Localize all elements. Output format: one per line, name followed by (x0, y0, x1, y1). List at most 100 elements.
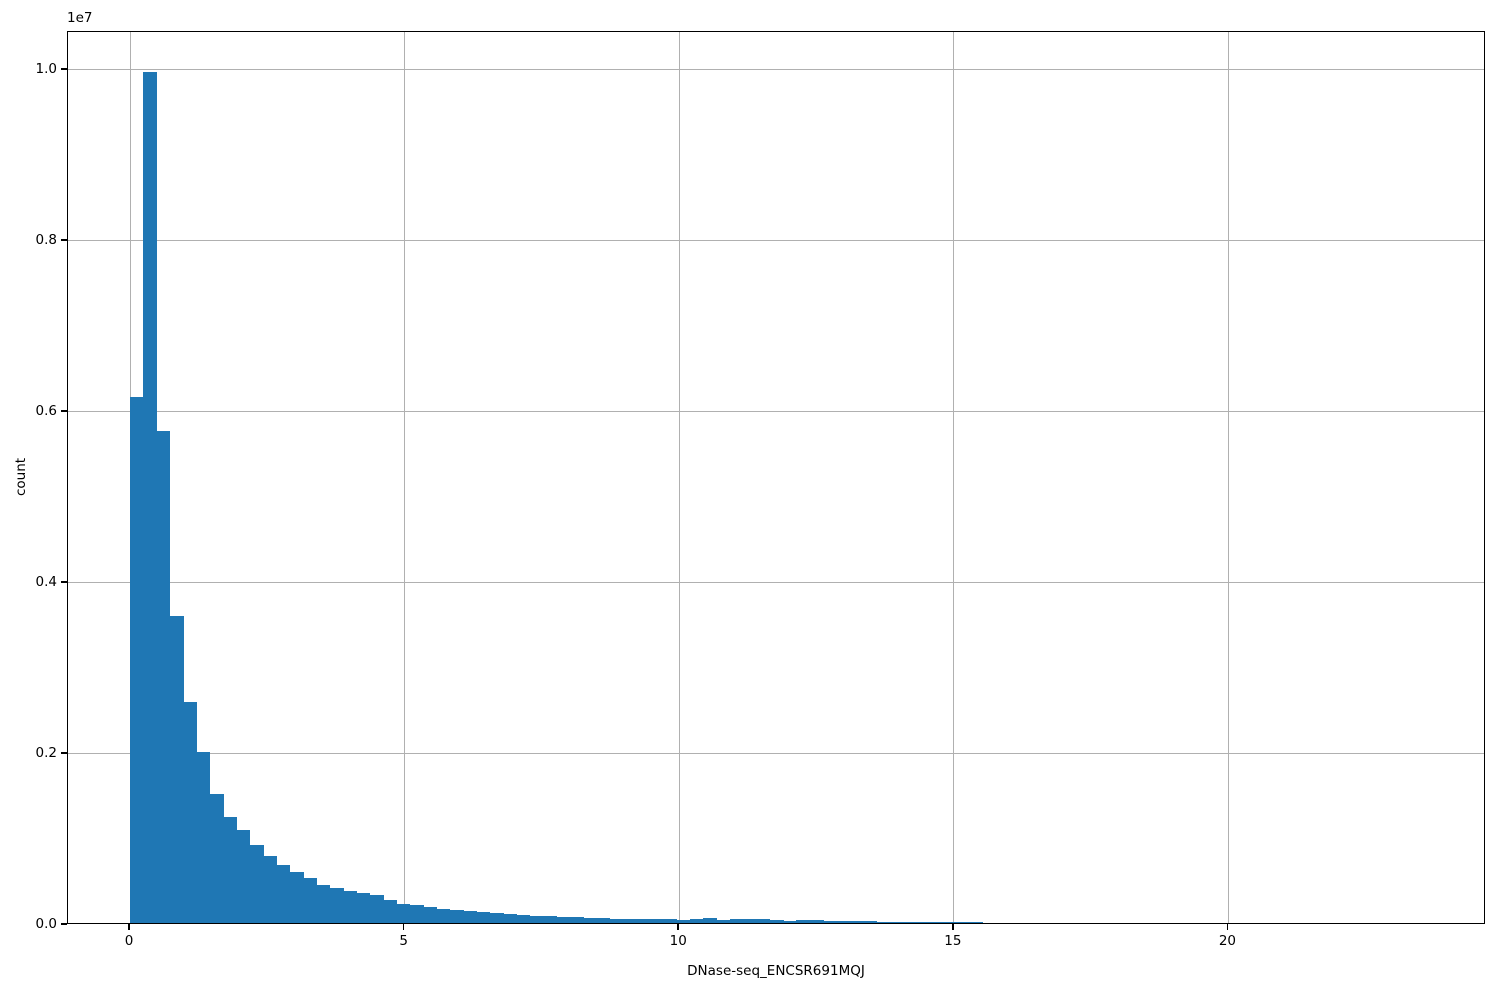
histogram-bar (276, 864, 291, 923)
histogram-bar (529, 915, 544, 923)
x-tick-label: 0 (124, 933, 134, 949)
histogram-bar (396, 903, 411, 923)
histogram-bar (596, 918, 611, 923)
histogram-bar (409, 905, 424, 923)
histogram-bar (303, 877, 318, 923)
histogram-bar (250, 845, 264, 923)
histogram-bar (889, 921, 904, 923)
x-tick-mark (952, 924, 954, 930)
x-gridline (1227, 32, 1229, 923)
histogram-bar (449, 910, 464, 923)
histogram-bar (463, 911, 477, 923)
x-tick-mark (677, 924, 679, 930)
y-gridline (68, 753, 1484, 755)
histogram-bar (356, 892, 371, 923)
histogram-bar (876, 921, 891, 923)
x-tick-mark (128, 924, 130, 930)
y-tick-label: 0.4 (35, 573, 57, 590)
histogram-bar (290, 871, 304, 923)
histogram-bar (636, 919, 651, 923)
histogram-bar (623, 918, 637, 923)
x-tick-mark (402, 924, 405, 930)
x-gridline (953, 32, 955, 923)
histogram-bar (809, 920, 824, 923)
histogram-bar (556, 916, 571, 923)
histogram-bar (143, 72, 158, 923)
x-gridline (678, 32, 680, 923)
histogram-bar (423, 907, 437, 923)
y-tick-label: 0.8 (35, 231, 57, 248)
histogram-bar (663, 919, 677, 923)
y-tick-mark (61, 752, 67, 754)
histogram-bar (823, 920, 837, 923)
x-tick-label: 10 (669, 933, 687, 949)
x-tick-label: 15 (944, 933, 962, 949)
histogram-bar (196, 752, 211, 923)
y-tick-label: 0.0 (35, 916, 57, 932)
y-axis-offset-label: 1e7 (67, 10, 93, 26)
x-gridline (404, 32, 406, 923)
y-axis-title: count (13, 457, 29, 497)
histogram-bar (316, 885, 331, 923)
y-tick-mark (61, 68, 67, 70)
histogram-bar (863, 921, 877, 923)
y-tick-label: 1.0 (35, 60, 57, 77)
histogram-bar (903, 921, 917, 923)
histogram-bar (583, 917, 597, 923)
histogram-bar (943, 922, 957, 923)
histogram-bar (210, 793, 224, 923)
y-tick-mark (61, 410, 67, 412)
histogram-bar (130, 397, 144, 923)
y-tick-mark (61, 923, 67, 925)
histogram-bar (569, 917, 584, 923)
histogram-bar (476, 912, 491, 923)
y-tick-mark (61, 239, 67, 241)
plot-area (67, 31, 1485, 924)
histogram-bar (689, 918, 704, 923)
histogram-bar (543, 916, 557, 923)
y-tick-label: 0.6 (35, 402, 57, 419)
histogram-bar (956, 922, 971, 923)
histogram-bar (796, 919, 811, 923)
histogram-bar (436, 908, 451, 923)
histogram-bar (849, 921, 864, 923)
histogram-bar (703, 918, 717, 923)
histogram-bar (156, 431, 171, 923)
histogram-bar (183, 701, 198, 923)
x-tick-label: 5 (399, 933, 408, 949)
histogram-bar (170, 616, 184, 923)
histogram-bar (489, 913, 504, 923)
histogram-bar (716, 919, 731, 923)
histogram-bar (916, 921, 931, 923)
y-gridline (68, 411, 1484, 413)
histogram-bar (769, 920, 784, 923)
y-gridline (68, 69, 1484, 71)
histogram-bar (969, 922, 984, 923)
histogram-bar (503, 914, 517, 923)
histogram-bar (836, 921, 851, 923)
histogram-bar (783, 920, 797, 923)
histogram-bar (343, 890, 358, 923)
y-tick-mark (61, 581, 67, 583)
histogram-bar (223, 816, 238, 923)
x-tick-mark (1226, 924, 1229, 930)
x-axis-title: DNase-seq_ENCSR691MQJ (687, 963, 865, 979)
histogram-bar (729, 918, 744, 923)
histogram-bar (676, 919, 691, 923)
histogram-bar (649, 919, 664, 923)
histogram-bar (383, 899, 398, 923)
histogram-bar (329, 887, 344, 923)
y-gridline (68, 240, 1484, 242)
histogram-bar (236, 829, 251, 923)
histogram-bar (743, 919, 757, 923)
plot-inner (68, 32, 1484, 923)
histogram-bar (263, 856, 278, 923)
histogram-bar (516, 914, 531, 923)
histogram-bar (369, 895, 384, 923)
y-gridline (68, 582, 1484, 584)
histogram-bar (756, 919, 771, 923)
y-tick-label: 0.2 (35, 744, 57, 761)
x-tick-label: 20 (1218, 933, 1237, 949)
histogram-bar (609, 918, 624, 923)
